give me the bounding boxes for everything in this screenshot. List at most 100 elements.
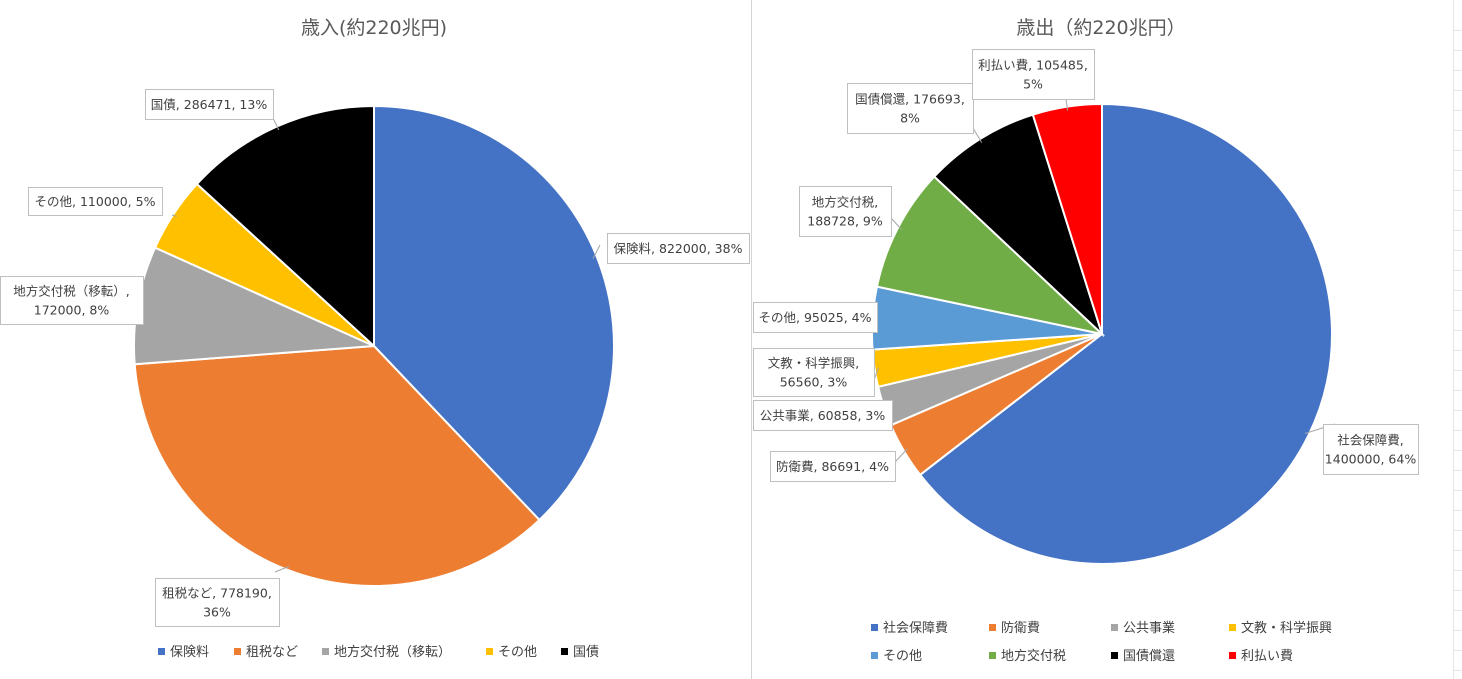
data-label-box	[972, 49, 1095, 100]
sheet-gridline	[1453, 590, 1462, 591]
chart-expense-title: 歳出（約220兆円）	[1016, 17, 1185, 39]
data-label-box	[753, 302, 878, 333]
data-label-text: 防衛費, 86691, 4%	[776, 459, 889, 474]
chart-income-panel[interactable]: 歳入(約220兆円) 保険料, 822000, 38% 租税など, 778190,…	[0, 0, 750, 679]
legend-label: その他	[883, 649, 922, 664]
data-label-box	[753, 348, 875, 397]
chart-income-title: 歳入(約220兆円)	[301, 17, 447, 39]
legend-item-3[interactable]: 地方交付税（移転）	[322, 644, 451, 660]
legend-label: 地方交付税	[1001, 648, 1066, 664]
data-label-4: その他, 110000, 5%	[28, 187, 177, 217]
legend-swatch	[1229, 652, 1236, 659]
pie-slice-1[interactable]	[918, 102, 1333, 565]
data-label-2: 租税など, 778190, 36%	[155, 565, 290, 627]
sheet-gridline	[1453, 50, 1462, 51]
sheet-gridline	[1453, 70, 1462, 71]
legend-swatch	[561, 648, 568, 655]
pie-slice-2[interactable]	[133, 344, 541, 587]
legend-item-5[interactable]: その他	[871, 649, 922, 664]
data-label-box	[799, 186, 892, 237]
legend-label: 利払い費	[1241, 649, 1293, 664]
data-label-text: 5%	[1023, 77, 1043, 92]
legend-item-5[interactable]: 国債	[561, 645, 599, 660]
sheet-gridline	[1453, 330, 1462, 331]
legend-label: 文教・科学振興	[1241, 620, 1332, 636]
data-label-text: 172000, 8%	[34, 303, 110, 318]
data-label-box	[1323, 424, 1419, 475]
data-label-box	[145, 89, 274, 120]
data-label-5: その他, 95025, 4%	[753, 302, 878, 333]
data-label-3: 公共事業, 60858, 3%	[753, 400, 893, 431]
chart-expense-panel[interactable]: 歳出（約220兆円） 社会保障費, 1400000, 64% 防衛費, 86691,…	[753, 0, 1453, 679]
legend-label: 地方交付税（移転）	[334, 644, 451, 660]
data-label-text: 56560, 3%	[780, 375, 848, 390]
data-label-text: 租税など, 778190,	[162, 586, 272, 601]
data-label-2: 防衛費, 86691, 4%	[770, 448, 908, 482]
sheet-gridline	[1453, 410, 1462, 411]
data-label-text: 1400000, 64%	[1325, 452, 1417, 467]
legend-item-4[interactable]: 文教・科学振興	[1229, 620, 1332, 636]
data-label-4: 文教・科学振興, 56560, 3%	[753, 348, 879, 397]
sheet-edge	[1453, 0, 1462, 679]
legend-swatch	[158, 648, 165, 655]
sheet-gridline	[1453, 250, 1462, 251]
data-label-text: 国債償還, 176693,	[855, 92, 965, 107]
legend-swatch	[486, 648, 493, 655]
legend-item-6[interactable]: 地方交付税	[989, 648, 1066, 664]
data-label-box	[155, 578, 280, 627]
sheet-gridline	[1453, 510, 1462, 511]
sheet-gridline	[1453, 110, 1462, 111]
leader-line	[272, 117, 280, 131]
sheet-gridline	[1453, 150, 1462, 151]
legend-item-7[interactable]: 国債償還	[1111, 649, 1175, 664]
sheet-gridline	[1453, 430, 1462, 431]
legend-label: 防衛費	[1001, 620, 1040, 636]
data-label-text: 188728, 9%	[807, 214, 883, 229]
legend-label: 国債償還	[1123, 649, 1175, 664]
data-label-8: 利払い費, 105485, 5%	[972, 49, 1095, 111]
data-label-text: 8%	[900, 111, 920, 126]
data-label-box	[847, 83, 974, 134]
data-label-text: 公共事業, 60858, 3%	[760, 408, 886, 423]
legend-item-1[interactable]: 保険料	[158, 645, 209, 660]
data-label-text: 国債, 286471, 13%	[151, 97, 268, 112]
legend-label: 社会保障費	[883, 620, 948, 636]
pie-slice-1[interactable]	[373, 104, 615, 522]
chart-income-svg: 歳入(約220兆円) 保険料, 822000, 38% 租税など, 778190,…	[0, 17, 750, 660]
legend-label: 公共事業	[1123, 620, 1175, 636]
sheet-gridline	[1453, 90, 1462, 91]
sheet-gridline	[1453, 30, 1462, 31]
data-label-text: 社会保障費,	[1337, 433, 1403, 448]
panel-divider	[751, 0, 752, 679]
data-label-1: 社会保障費, 1400000, 64%	[1304, 423, 1419, 475]
leader-line	[274, 565, 290, 573]
legend-swatch	[989, 624, 996, 631]
legend-label: その他	[498, 645, 537, 660]
legend-label: 租税など	[246, 645, 298, 660]
sheet-gridline	[1453, 310, 1462, 311]
legend-item-8[interactable]: 利払い費	[1229, 649, 1293, 664]
data-label-6: 地方交付税, 188728, 9%	[799, 186, 902, 237]
data-label-box	[753, 400, 893, 431]
legend-item-1[interactable]: 社会保障費	[871, 620, 948, 636]
leader-line	[890, 217, 902, 230]
sheet-gridline	[1453, 130, 1462, 131]
leader-line	[894, 448, 908, 463]
data-label-text: 文教・科学振興,	[768, 356, 859, 371]
sheet-gridline	[1453, 230, 1462, 231]
legend-item-4[interactable]: その他	[486, 645, 537, 660]
sheet-gridline	[1453, 190, 1462, 191]
data-label-box	[607, 233, 750, 264]
sheet-gridline	[1453, 470, 1462, 471]
legend-swatch	[1111, 624, 1118, 631]
data-label-7: 国債償還, 176693, 8%	[847, 83, 983, 143]
sheet-gridline	[1453, 170, 1462, 171]
legend-item-3[interactable]: 公共事業	[1111, 620, 1175, 636]
sheet-gridline	[1453, 370, 1462, 371]
data-label-1: 保険料, 822000, 38%	[592, 233, 750, 264]
legend-item-2[interactable]: 租税など	[234, 645, 298, 660]
sheet-gridline	[1453, 290, 1462, 291]
legend-item-2[interactable]: 防衛費	[989, 620, 1040, 636]
pie-slice-6[interactable]	[875, 175, 1106, 336]
sheet-gridline	[1453, 450, 1462, 451]
